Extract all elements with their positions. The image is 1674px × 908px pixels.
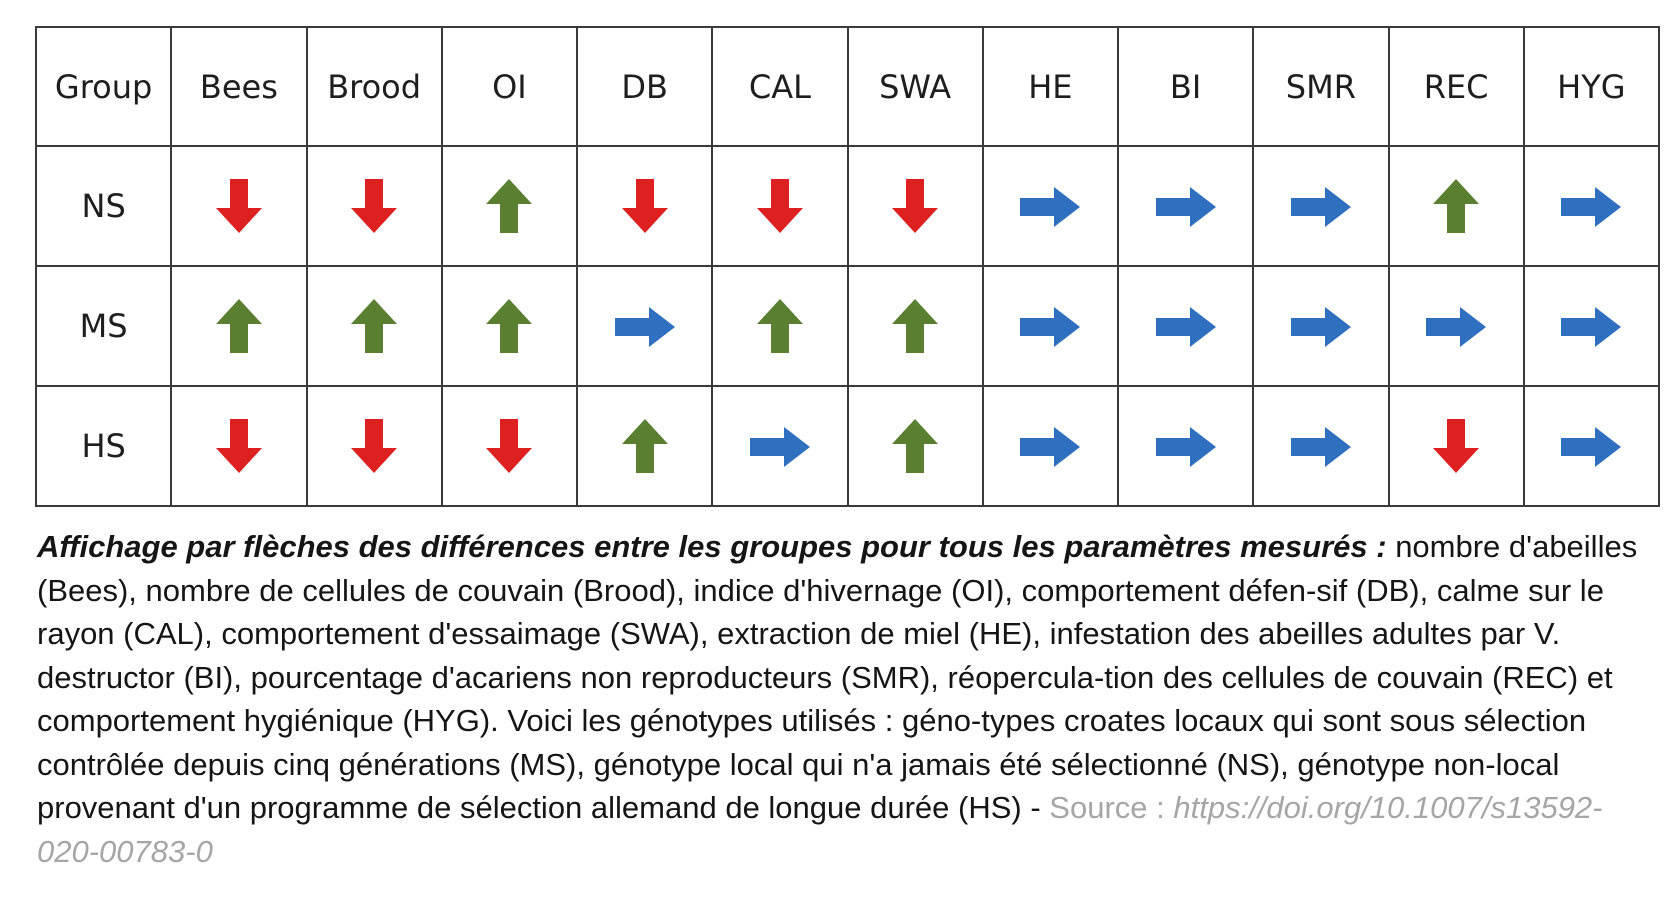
green-up-arrow-icon [351, 299, 398, 353]
column-header: Bees [170, 26, 308, 147]
blue-right-arrow-icon [1561, 306, 1622, 347]
blue-right-arrow-icon [614, 306, 675, 347]
blue-right-arrow-icon [749, 426, 810, 467]
table-cell [1116, 385, 1255, 507]
table-cell [1387, 385, 1525, 507]
caption-body: nombre d'abeilles (Bees), nombre de cell… [37, 529, 1638, 825]
column-header: SWA [846, 26, 984, 147]
column-header: HE [981, 26, 1120, 147]
green-up-arrow-icon [215, 299, 262, 353]
table-cell [1252, 145, 1390, 267]
column-header: Brood [305, 26, 443, 147]
table-cell [846, 265, 984, 387]
table-cell [170, 265, 308, 387]
table-row: HS [34, 385, 1661, 507]
table-cell [711, 145, 849, 267]
table-cell [846, 385, 984, 507]
table-cell [846, 145, 984, 267]
column-header: CAL [711, 26, 849, 147]
green-up-arrow-icon [1433, 179, 1480, 233]
table-cell [170, 385, 308, 507]
column-header: HYG [1522, 26, 1661, 147]
table-cell [1252, 265, 1390, 387]
group-label: HS [34, 385, 173, 507]
table-cell [1116, 145, 1255, 267]
table-body: Group Bees Brood OI DB CAL SWA HE BI SMR REC HYG NS M… [34, 26, 1661, 507]
table-cell [981, 145, 1120, 267]
red-down-arrow-icon [351, 419, 398, 473]
red-down-arrow-icon [486, 419, 533, 473]
red-down-arrow-icon [892, 179, 939, 233]
red-down-arrow-icon [351, 179, 398, 233]
table-row: NS [34, 145, 1661, 267]
blue-right-arrow-icon [1020, 186, 1081, 227]
blue-right-arrow-icon [1290, 306, 1351, 347]
caption-separator: - [1021, 790, 1050, 825]
blue-right-arrow-icon [1155, 426, 1216, 467]
green-up-arrow-icon [486, 179, 533, 233]
table-cell [1116, 265, 1255, 387]
source-label: Source : [1049, 790, 1174, 825]
table-cell [440, 265, 579, 387]
blue-right-arrow-icon [1155, 306, 1216, 347]
table-cell [305, 145, 443, 267]
blue-right-arrow-icon [1290, 186, 1351, 227]
blue-right-arrow-icon [1155, 186, 1216, 227]
table-cell [1252, 385, 1390, 507]
table-cell [575, 145, 714, 267]
red-down-arrow-icon [1433, 419, 1480, 473]
red-down-arrow-icon [621, 179, 668, 233]
table-cell [305, 385, 443, 507]
green-up-arrow-icon [892, 419, 939, 473]
group-label: NS [34, 145, 173, 267]
caption-title: Affichage par flèches des différences en… [37, 529, 1387, 564]
red-down-arrow-icon [756, 179, 803, 233]
table-cell [440, 385, 579, 507]
table-cell [305, 265, 443, 387]
table-cell [1522, 385, 1661, 507]
table-cell [440, 145, 579, 267]
table-cell [981, 265, 1120, 387]
blue-right-arrow-icon [1020, 426, 1081, 467]
green-up-arrow-icon [486, 299, 533, 353]
red-down-arrow-icon [215, 179, 262, 233]
blue-right-arrow-icon [1020, 306, 1081, 347]
header-row: Group Bees Brood OI DB CAL SWA HE BI SMR REC HYG [34, 26, 1661, 147]
table-cell [170, 145, 308, 267]
red-down-arrow-icon [215, 419, 262, 473]
table-cell [1522, 145, 1661, 267]
table-cell [981, 385, 1120, 507]
table-cell [711, 385, 849, 507]
source-link[interactable]: https://doi.org/10.1007/s13592-020-00783… [37, 790, 1603, 869]
green-up-arrow-icon [756, 299, 803, 353]
green-up-arrow-icon [621, 419, 668, 473]
blue-right-arrow-icon [1426, 306, 1487, 347]
arrow-comparison-table: Group Bees Brood OI DB CAL SWA HE BI SMR REC HYG NS M… [34, 26, 1661, 507]
column-header: BI [1116, 26, 1255, 147]
table-row: MS [34, 265, 1661, 387]
table-cell [1387, 265, 1525, 387]
table-cell [575, 265, 714, 387]
column-header: Group [34, 26, 173, 147]
green-up-arrow-icon [892, 299, 939, 353]
blue-right-arrow-icon [1290, 426, 1351, 467]
column-header: REC [1387, 26, 1525, 147]
column-header: SMR [1252, 26, 1390, 147]
blue-right-arrow-icon [1561, 186, 1622, 227]
table-cell [711, 265, 849, 387]
figure-caption: Affichage par flèches des différences en… [37, 525, 1662, 873]
table-cell [1387, 145, 1525, 267]
group-label: MS [34, 265, 173, 387]
blue-right-arrow-icon [1561, 426, 1622, 467]
column-header: DB [575, 26, 714, 147]
table-cell [1522, 265, 1661, 387]
table-cell [575, 385, 714, 507]
column-header: OI [440, 26, 579, 147]
